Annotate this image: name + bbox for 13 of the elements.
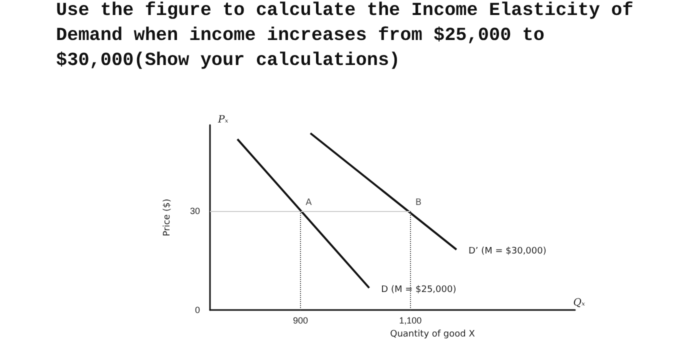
y-tick-label: 30 — [190, 206, 200, 216]
series-label: D’ (M = $30,000) — [468, 246, 546, 257]
y-tick-label: 0 — [194, 305, 200, 315]
annotation: A — [306, 198, 313, 208]
y-axis-title: Price ($) — [162, 198, 172, 236]
annotation: Qₓ — [573, 298, 586, 308]
text: Pₓ — [217, 114, 229, 126]
x-tick-label: 900 — [293, 316, 308, 326]
annotation: B — [415, 198, 422, 208]
chart-title: Use the figure to calculate the Income Elasticity of Demand when income increases from $25,000 to $30,000(Show your calculations) — [56, 0, 634, 73]
x-tick-label: 1,100 — [399, 316, 422, 326]
series-label: D (M = $25,000) — [381, 284, 456, 295]
x-axis-title: Quantity of good X — [390, 330, 475, 340]
